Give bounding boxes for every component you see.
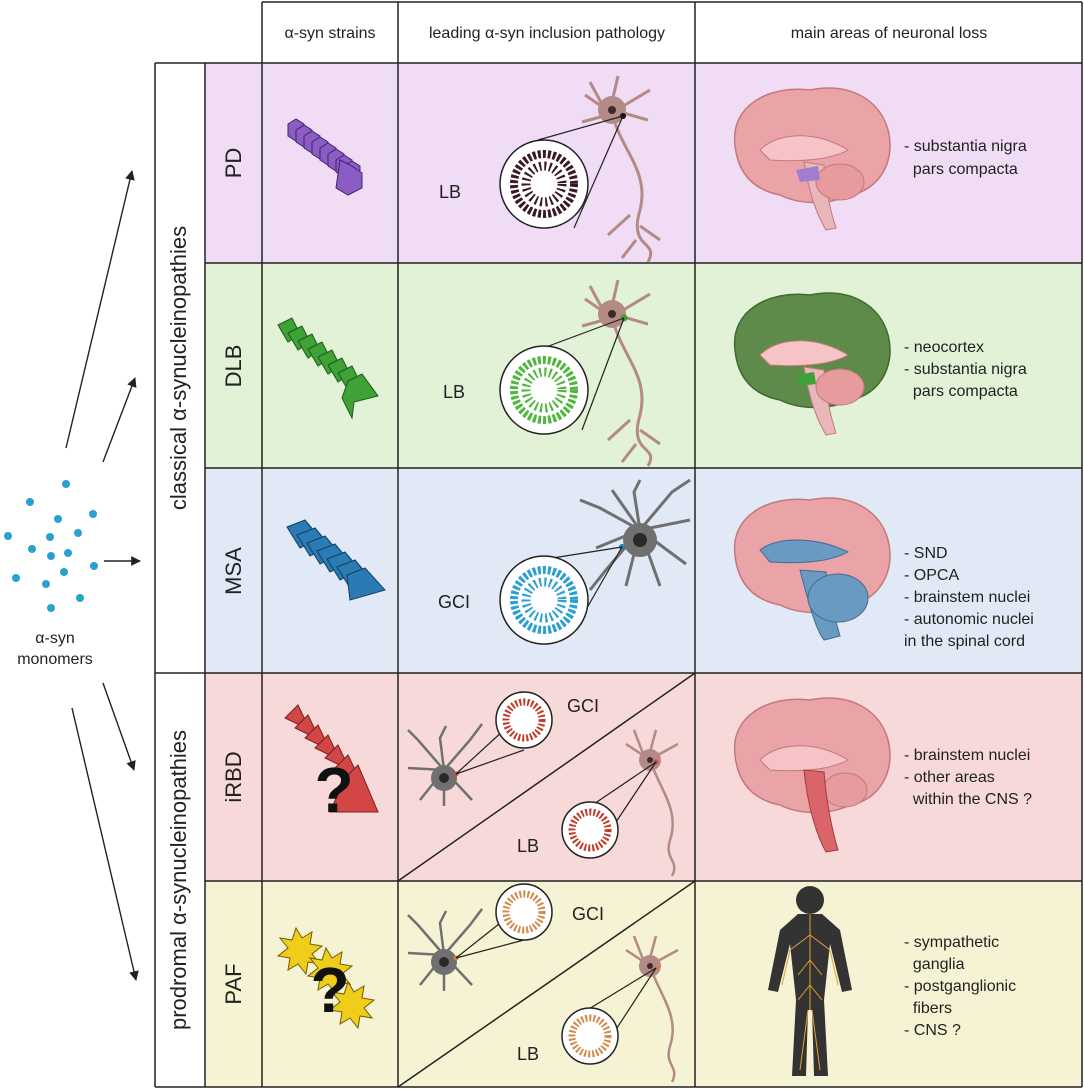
header-pathology: leading α-syn inclusion pathology <box>429 25 665 42</box>
areas-pd-0: - substantia nigra <box>904 138 1027 155</box>
inclusion-label-irbd-lb: LB <box>517 836 539 856</box>
inclusion-gci-irbd <box>495 691 553 749</box>
areas-paf-4: - CNS ? <box>904 1022 961 1039</box>
neuron-irbd-lb <box>625 729 679 877</box>
inclusion-lb-paf <box>561 1007 619 1065</box>
areas-paf-1: ganglia <box>904 956 965 973</box>
inclusion-gci-paf <box>495 883 553 941</box>
brain-irbd <box>733 697 891 853</box>
neuron-pd <box>581 75 661 263</box>
areas-paf-2: - postganglionic <box>904 978 1016 995</box>
areas-msa-1: - OPCA <box>904 567 959 584</box>
strain-paf <box>276 926 376 1030</box>
monomers-label-1: α-syn <box>35 630 74 647</box>
question-mark-irbd: ? <box>314 754 353 826</box>
group-classical: classical α-synucleinopathies <box>166 226 191 510</box>
row-label-pd: PD <box>221 148 246 179</box>
arrow-to-paf <box>71 707 139 981</box>
neuron-dlb <box>581 279 661 467</box>
header-strains: α-syn strains <box>284 25 375 42</box>
areas-msa-0: - SND <box>904 545 948 562</box>
areas-irbd-1: - other areas <box>904 769 995 786</box>
areas-msa-2: - brainstem nuclei <box>904 589 1030 606</box>
strain-pd <box>287 118 363 196</box>
brain-msa <box>733 497 891 641</box>
cell-msa <box>579 478 691 591</box>
arrow-to-pd <box>65 170 135 449</box>
arrows <box>65 170 141 981</box>
monomers-label-2: monomers <box>17 651 93 668</box>
strain-dlb <box>277 317 379 420</box>
inclusion-label-paf-lb: LB <box>517 1044 539 1064</box>
strain-msa <box>286 519 386 601</box>
row-label-dlb: DLB <box>221 345 246 388</box>
areas-dlb-0: - neocortex <box>904 339 984 356</box>
areas-paf-3: fibers <box>904 1000 952 1017</box>
neuron-paf-lb <box>625 935 679 1083</box>
strain-irbd <box>284 704 379 813</box>
header-loss: main areas of neuronal loss <box>791 25 988 42</box>
areas-dlb-1: - substantia nigra <box>904 361 1027 378</box>
areas-pd-1: pars compacta <box>904 161 1018 178</box>
areas-dlb-2: pars compacta <box>904 383 1018 400</box>
inclusion-label-msa: GCI <box>438 592 470 612</box>
areas-paf-0: - sympathetic <box>904 934 999 951</box>
inclusion-label-irbd-gci: GCI <box>567 696 599 716</box>
group-prodromal: prodromal α-synucleinopathies <box>166 730 191 1030</box>
table-grid <box>154 1 1083 1088</box>
areas-irbd-0: - brainstem nuclei <box>904 747 1030 764</box>
inclusion-label-paf-gci: GCI <box>572 904 604 924</box>
brain-dlb <box>733 292 891 436</box>
areas-msa-4: in the spinal cord <box>904 633 1025 650</box>
question-mark-paf: ? <box>310 954 349 1026</box>
monomer-dots <box>4 480 98 612</box>
inclusion-label-dlb: LB <box>443 382 465 402</box>
row-label-irbd: iRBD <box>221 751 246 802</box>
body-paf <box>768 886 852 1076</box>
areas-irbd-2: within the CNS ? <box>904 791 1032 808</box>
cell-irbd-gci <box>407 723 483 806</box>
cell-paf-gci <box>407 908 483 991</box>
areas-msa-3: - autonomic nuclei <box>904 611 1034 628</box>
arrow-to-irbd <box>102 682 136 771</box>
brain-pd <box>733 87 891 231</box>
inclusion-lb-irbd <box>561 801 619 859</box>
row-label-paf: PAF <box>221 963 246 1004</box>
arrow-to-dlb <box>102 377 137 463</box>
row-label-msa: MSA <box>221 547 246 595</box>
row-bg-paf <box>205 881 1083 1087</box>
inclusion-label-pd: LB <box>439 182 461 202</box>
